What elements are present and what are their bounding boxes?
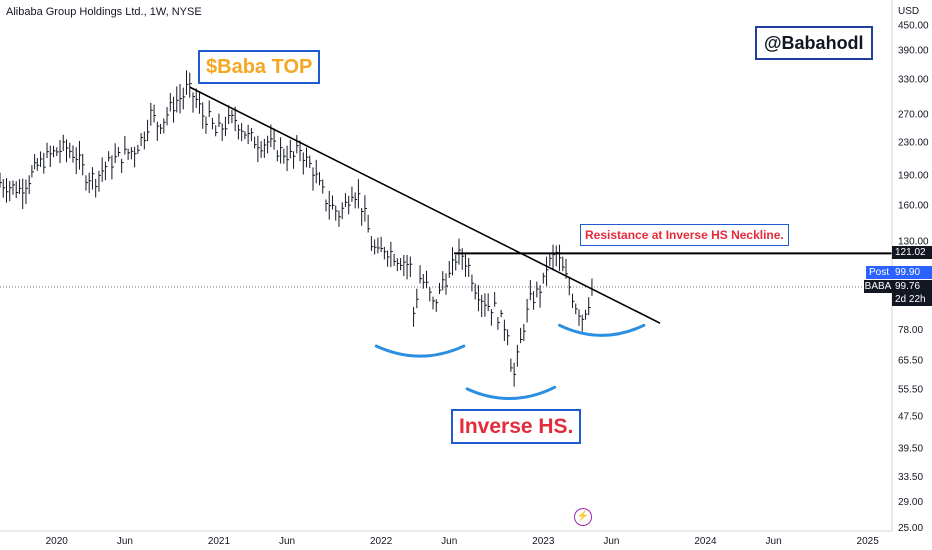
y-tick-label: 390.00 <box>898 46 929 57</box>
y-tick-label: 270.00 <box>898 109 929 120</box>
price-bars <box>0 70 593 387</box>
x-tick-label: Jun <box>603 536 619 547</box>
post-market-tag: Post <box>866 266 892 279</box>
y-tick-label: 330.00 <box>898 75 929 86</box>
x-tick-label: 2022 <box>370 536 393 547</box>
y-tick-label: 65.50 <box>898 356 923 367</box>
symbol-title[interactable]: Alibaba Group Holdings Ltd., 1W, NYSE <box>6 6 202 18</box>
last-price-label: 99.76 <box>892 280 932 293</box>
symbol-tag: BABA <box>864 280 892 293</box>
x-tick-label: 2021 <box>208 536 231 547</box>
drawings <box>189 86 892 401</box>
trendline[interactable] <box>189 86 661 324</box>
y-tick-label: 33.50 <box>898 472 923 483</box>
resistance-price-label: 121.02 <box>892 246 932 259</box>
y-tick-label: 450.00 <box>898 21 929 32</box>
lightning-icon[interactable]: ⚡ <box>574 508 592 526</box>
y-tick-label: 55.50 <box>898 384 923 395</box>
x-tick-label: 2023 <box>532 536 555 547</box>
y-tick-label: 230.00 <box>898 137 929 148</box>
y-tick-label: 130.00 <box>898 236 929 247</box>
x-axis-ticks: 2020 Jun 2021 Jun 2022 Jun 2023 Jun 2024 Jun 2025 <box>46 536 880 547</box>
x-tick-label: 2024 <box>694 536 717 547</box>
currency-label: USD <box>898 6 919 17</box>
y-tick-label: 47.50 <box>898 411 923 422</box>
author-handle-callout[interactable]: @Babahodl <box>755 26 873 60</box>
x-tick-label: 2020 <box>46 536 69 547</box>
y-tick-label: 190.00 <box>898 170 929 181</box>
resistance-note[interactable]: Resistance at Inverse HS Neckline. <box>580 224 789 246</box>
x-tick-label: Jun <box>441 536 457 547</box>
x-tick-label: Jun <box>279 536 295 547</box>
y-tick-label: 78.00 <box>898 325 923 336</box>
y-tick-label: 29.00 <box>898 497 923 508</box>
x-tick-label: Jun <box>766 536 782 547</box>
y-tick-label: 25.00 <box>898 523 923 534</box>
post-market-price: 99.90 <box>892 266 932 279</box>
bar-countdown: 2d 22h <box>892 293 932 306</box>
inverse-hs-callout[interactable]: Inverse HS. <box>451 409 582 444</box>
baba-top-callout[interactable]: $Baba TOP <box>198 50 321 84</box>
shoulder-right-arc[interactable] <box>558 323 646 337</box>
shoulder-left-arc[interactable] <box>374 344 466 358</box>
head-arc[interactable] <box>465 385 557 401</box>
x-tick-label: 2025 <box>857 536 880 547</box>
y-tick-label: 39.50 <box>898 443 923 454</box>
y-tick-label: 160.00 <box>898 200 929 211</box>
x-tick-label: Jun <box>117 536 133 547</box>
